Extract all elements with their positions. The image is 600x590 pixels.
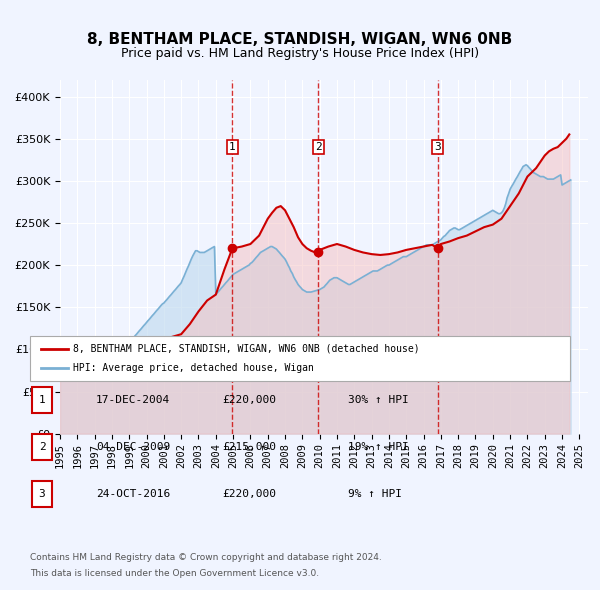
FancyBboxPatch shape xyxy=(30,336,570,381)
Text: £220,000: £220,000 xyxy=(222,490,276,499)
Text: £220,000: £220,000 xyxy=(222,395,276,405)
Text: 3: 3 xyxy=(434,142,441,152)
Text: 30% ↑ HPI: 30% ↑ HPI xyxy=(348,395,409,405)
Text: Contains HM Land Registry data © Crown copyright and database right 2024.: Contains HM Land Registry data © Crown c… xyxy=(30,553,382,562)
Text: HPI: Average price, detached house, Wigan: HPI: Average price, detached house, Wiga… xyxy=(73,363,314,373)
Text: 17-DEC-2004: 17-DEC-2004 xyxy=(96,395,170,405)
FancyBboxPatch shape xyxy=(32,434,52,460)
Text: 8, BENTHAM PLACE, STANDISH, WIGAN, WN6 0NB (detached house): 8, BENTHAM PLACE, STANDISH, WIGAN, WN6 0… xyxy=(73,344,420,353)
Text: 8, BENTHAM PLACE, STANDISH, WIGAN, WN6 0NB: 8, BENTHAM PLACE, STANDISH, WIGAN, WN6 0… xyxy=(88,32,512,47)
Text: 2: 2 xyxy=(315,142,322,152)
Text: 04-DEC-2009: 04-DEC-2009 xyxy=(96,442,170,452)
Text: 1: 1 xyxy=(229,142,236,152)
Text: This data is licensed under the Open Government Licence v3.0.: This data is licensed under the Open Gov… xyxy=(30,569,319,578)
Text: 9% ↑ HPI: 9% ↑ HPI xyxy=(348,490,402,499)
Text: 1: 1 xyxy=(38,395,46,405)
Text: £215,000: £215,000 xyxy=(222,442,276,452)
Text: 3: 3 xyxy=(38,489,46,499)
Text: 24-OCT-2016: 24-OCT-2016 xyxy=(96,490,170,499)
Text: Price paid vs. HM Land Registry's House Price Index (HPI): Price paid vs. HM Land Registry's House … xyxy=(121,47,479,60)
Text: 2: 2 xyxy=(38,442,46,452)
FancyBboxPatch shape xyxy=(32,387,52,413)
FancyBboxPatch shape xyxy=(32,481,52,507)
Text: 19% ↑ HPI: 19% ↑ HPI xyxy=(348,442,409,452)
